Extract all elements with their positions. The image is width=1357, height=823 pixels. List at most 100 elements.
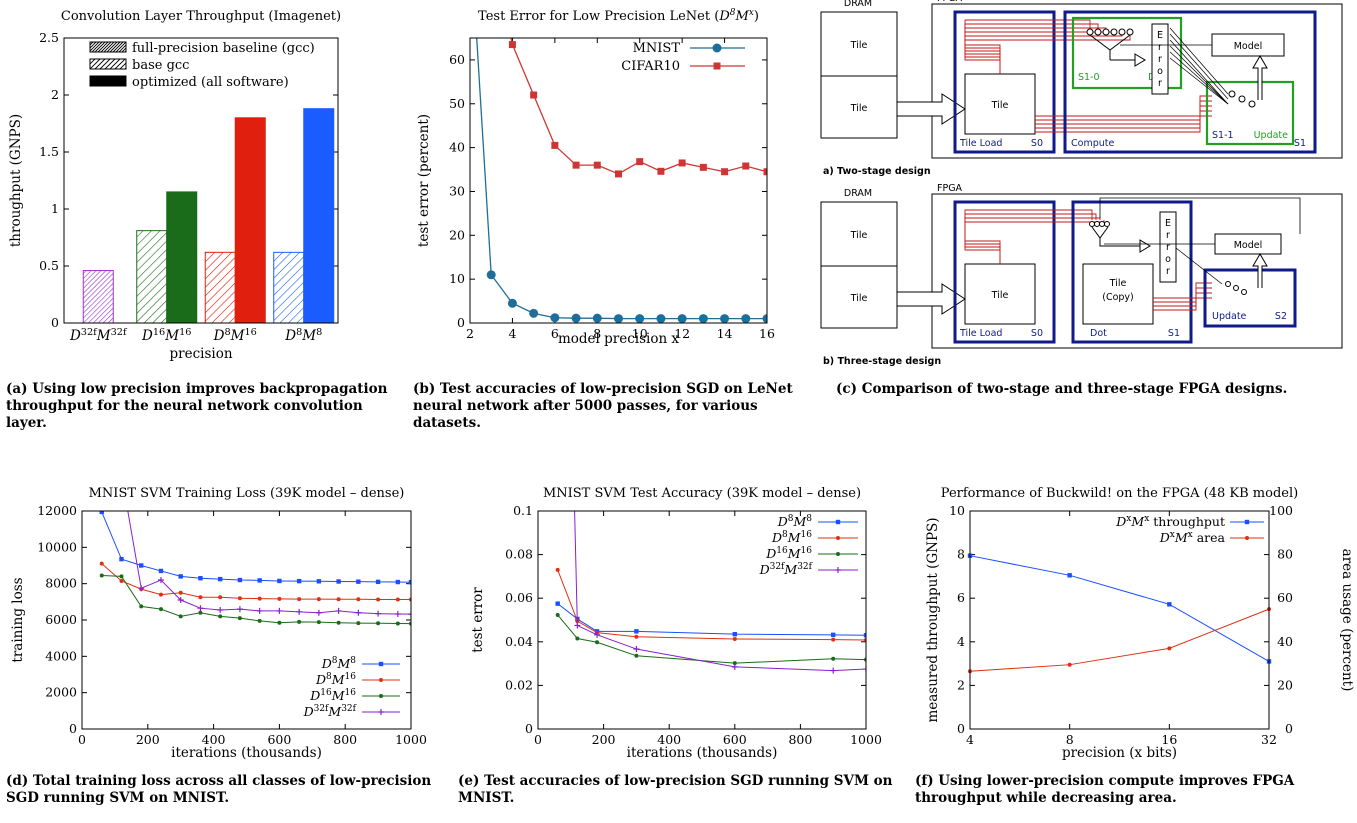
series-line xyxy=(574,511,866,672)
substage-update xyxy=(1205,80,1295,146)
x-axis-label: precision xyxy=(169,346,232,362)
data-point xyxy=(698,314,708,323)
data-point xyxy=(379,694,383,698)
y-axis-label: test error (percent) xyxy=(416,114,432,247)
multiplier xyxy=(1110,28,1118,36)
data-point xyxy=(217,576,223,582)
y-tick-label: 0.06 xyxy=(505,590,533,605)
data-point xyxy=(395,621,400,626)
data-point xyxy=(158,568,164,574)
fpga-label: FPGA xyxy=(937,183,963,194)
error-box xyxy=(1159,211,1177,283)
data-point xyxy=(178,574,183,579)
error-letter: o xyxy=(1157,66,1163,77)
error-letter: E xyxy=(1165,218,1171,229)
data-point xyxy=(732,636,737,641)
series-0 xyxy=(99,511,411,585)
series-0 xyxy=(555,601,866,638)
dram-tile-label: Tile xyxy=(850,40,868,51)
plot-frame xyxy=(81,510,412,730)
data-point xyxy=(678,159,686,167)
data-point xyxy=(119,556,124,562)
dram-label: DRAM xyxy=(844,0,872,9)
series-1 xyxy=(508,38,767,178)
y-tick-label: 0 xyxy=(457,315,465,330)
legend-label: D8M8 xyxy=(321,656,357,671)
control-wire xyxy=(1169,45,1229,105)
x-axis-label: iterations (thousands) xyxy=(627,745,778,761)
data-point xyxy=(1067,662,1072,667)
y-axis-label: throughput (GNPS) xyxy=(8,114,24,247)
data-point xyxy=(530,91,538,99)
y-tick-label: 8 xyxy=(957,547,965,562)
y-axis-label: measured throughput (GNPS) xyxy=(925,517,941,722)
legend-label: optimized (all software) xyxy=(132,75,289,90)
fpga-label: FPGA xyxy=(937,0,963,4)
chart-a: Convolution Layer Throughput (Imagenet) 0… xyxy=(8,9,341,362)
data-point xyxy=(508,41,516,49)
stage-name: Tile Load xyxy=(959,328,1002,339)
data-point xyxy=(237,596,242,601)
data-point xyxy=(296,608,303,615)
data-point xyxy=(336,620,341,625)
y-tick-label: 0 xyxy=(525,721,533,736)
y-tick-label: 1.5 xyxy=(39,144,59,159)
data-point xyxy=(831,637,836,642)
caption-e: (e) Test accuracies of low-precision SGD… xyxy=(458,773,893,806)
data-point xyxy=(177,597,184,604)
multiplier xyxy=(1126,28,1134,36)
x-tick-label: 800 xyxy=(788,732,812,747)
x-axis-label: model precision x xyxy=(558,331,679,347)
stage-id: S1 xyxy=(1168,328,1180,339)
substage-id: S1-0 xyxy=(1078,72,1100,83)
data-point xyxy=(677,314,687,323)
stage-name: Dot xyxy=(1090,328,1107,339)
data-point xyxy=(99,561,104,566)
y-tick-label: 10 xyxy=(949,503,965,518)
chart-title: MNIST SVM Training Loss (39K model – den… xyxy=(89,486,405,501)
tile-label: Tile xyxy=(991,100,1009,111)
legend-label: MNIST xyxy=(633,41,681,56)
error-letter: r xyxy=(1166,242,1170,253)
y-tick-label: 6000 xyxy=(45,612,77,627)
stage-tile-load xyxy=(953,200,1056,344)
y-tick-label: 4 xyxy=(957,634,965,649)
x-tick-label: 16 xyxy=(759,326,775,341)
y2-axis-label: area usage (percent) xyxy=(1339,549,1355,692)
plot-frame xyxy=(469,37,768,324)
data-point xyxy=(529,308,539,318)
chart-title: MNIST SVM Test Accuracy (39K model – den… xyxy=(543,486,861,501)
chart-b: Test Error for Low Precision LeNet (D8Mx… xyxy=(416,8,775,347)
data-wire xyxy=(964,30,1123,74)
caption-b: (b) Test accuracies of low-precision SGD… xyxy=(413,381,793,431)
data-point xyxy=(836,536,840,540)
data-point xyxy=(356,597,361,602)
data-point xyxy=(315,609,322,616)
series-line xyxy=(510,38,767,175)
x-tick-label: 16 xyxy=(1161,732,1177,747)
data-point xyxy=(277,596,282,601)
bar xyxy=(136,230,168,324)
data-point xyxy=(720,314,730,323)
legend-label: D8M16 xyxy=(315,672,356,687)
bar xyxy=(273,251,305,324)
data-point xyxy=(742,162,750,170)
legend-label: D8M16 xyxy=(771,530,812,545)
data-point xyxy=(395,579,401,585)
y-tick-label: 4000 xyxy=(45,648,77,663)
data-point xyxy=(592,313,602,323)
data-point xyxy=(762,314,767,323)
bar xyxy=(303,108,335,324)
data-point xyxy=(835,519,841,525)
y-tick-label: 2.5 xyxy=(39,30,59,45)
x-category-label: D8M16 xyxy=(213,327,257,344)
data-point xyxy=(335,607,342,614)
error-letter: r xyxy=(1158,78,1162,89)
data-point xyxy=(835,567,841,573)
data-point xyxy=(237,577,243,583)
data-point xyxy=(486,270,496,280)
stage-name: Compute xyxy=(1071,138,1114,149)
x-tick-label: 0 xyxy=(78,732,86,747)
data-point xyxy=(408,611,411,618)
data-point xyxy=(375,610,382,617)
